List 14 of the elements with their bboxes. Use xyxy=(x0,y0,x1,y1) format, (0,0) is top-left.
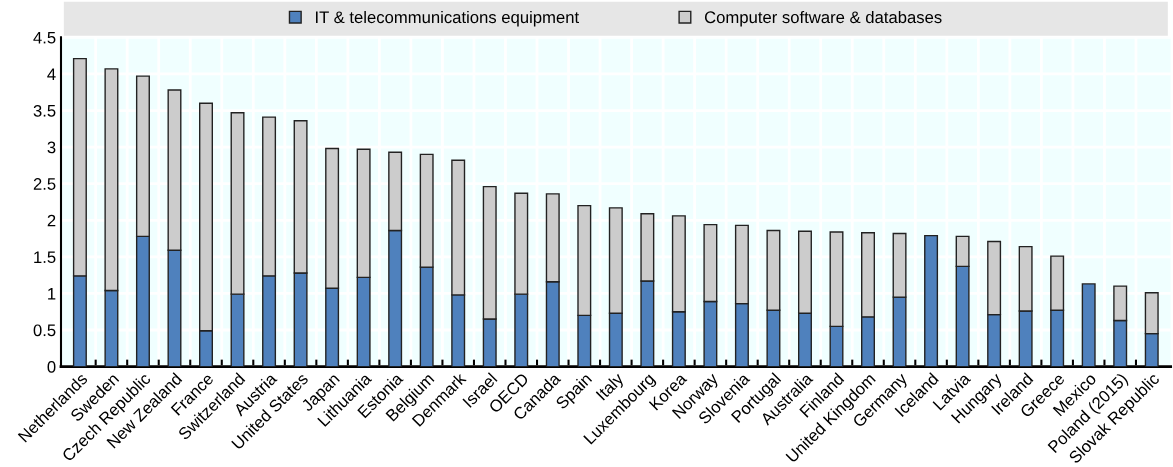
bar xyxy=(1081,283,1096,367)
y-tick-label: 0.5 xyxy=(33,324,56,337)
y-tick-label: 2.5 xyxy=(33,178,56,190)
y-tick-label: 1 xyxy=(48,288,56,300)
y-tick-label: 3 xyxy=(47,141,56,154)
y-tick-label: 3.5 xyxy=(33,104,56,117)
y-tick-label: 4.5 xyxy=(33,31,56,44)
y-tick-label: 1.5 xyxy=(34,251,56,264)
y-tick-label: 0 xyxy=(47,361,56,373)
y-tick-label: 2 xyxy=(47,214,56,227)
legend-label: IT & telecommunications equipment xyxy=(316,10,579,27)
y-tick-label: 4 xyxy=(47,68,56,80)
bar xyxy=(924,234,939,367)
legend-label: Computer software & databases xyxy=(704,10,942,27)
